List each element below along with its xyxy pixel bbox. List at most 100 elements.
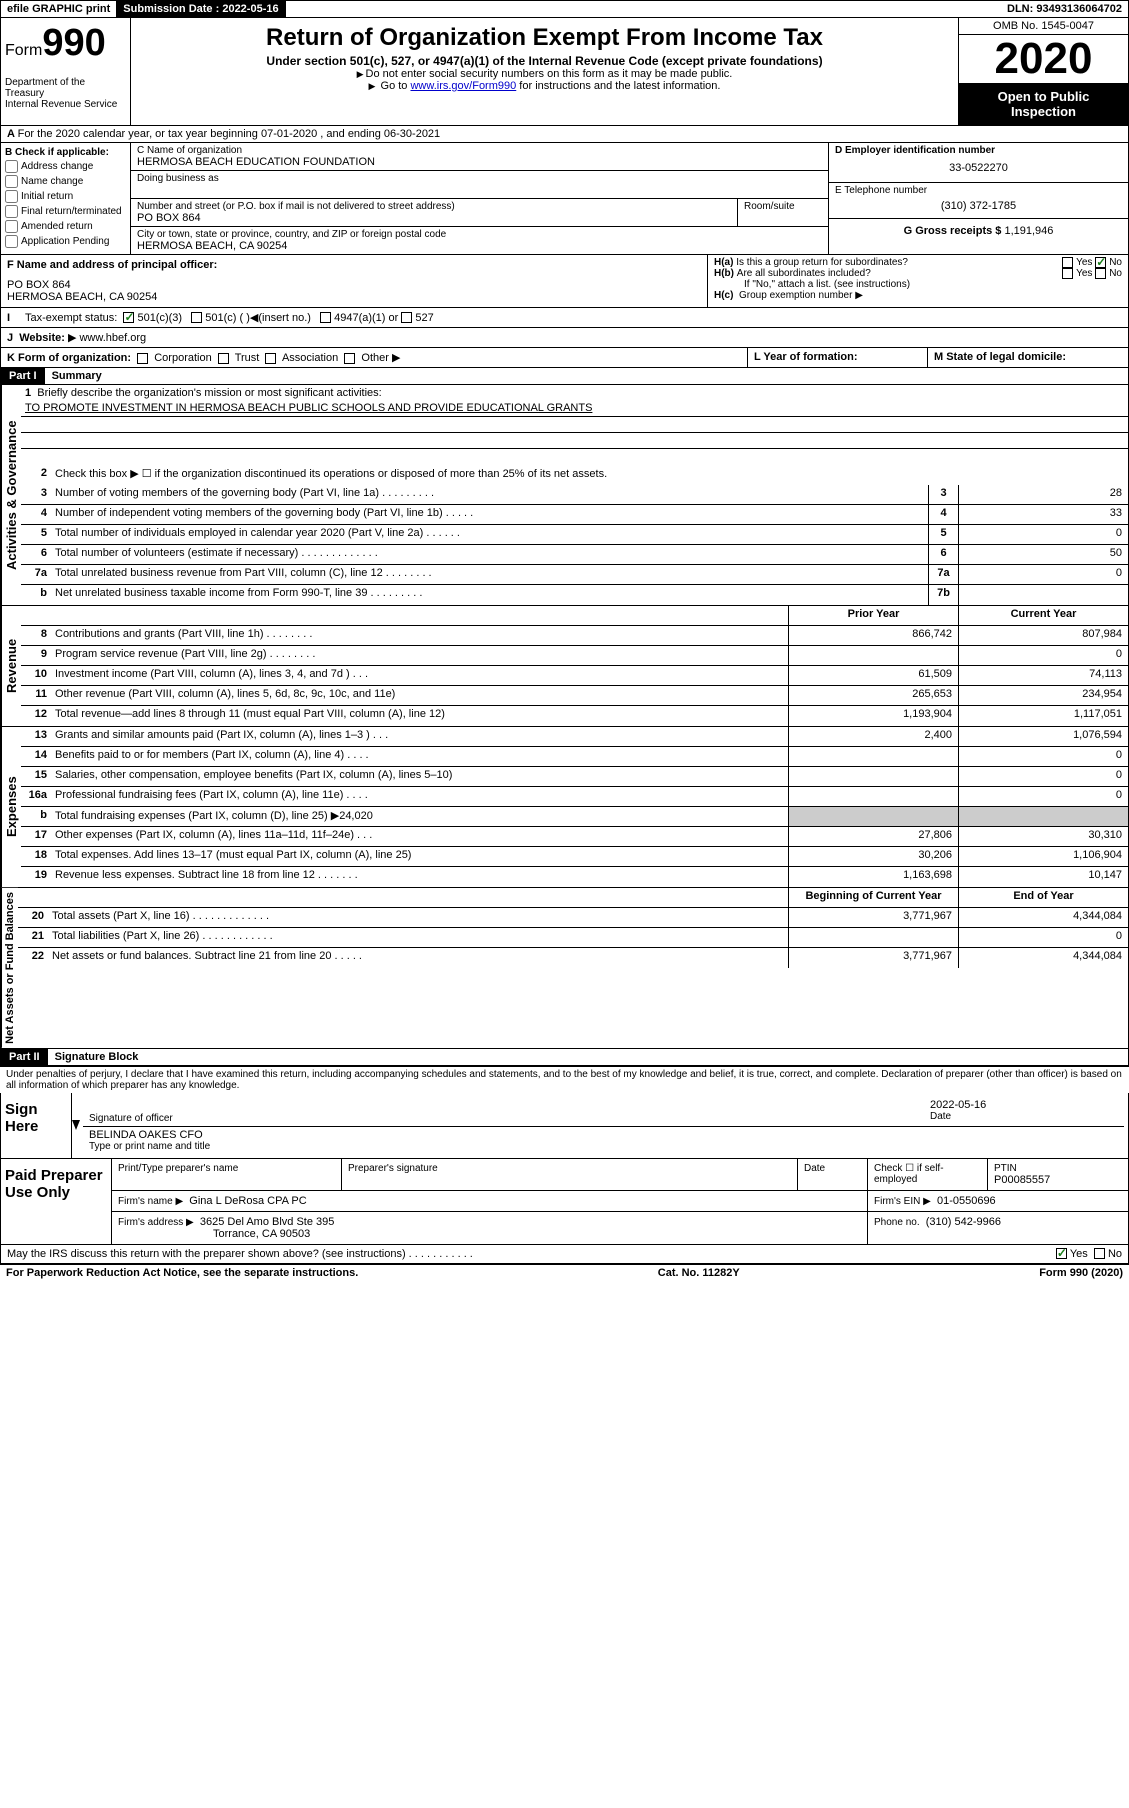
box-c: C Name of organization HERMOSA BEACH EDU…: [131, 143, 828, 254]
box-b-title: B Check if applicable:: [5, 147, 126, 158]
footer-right: Form 990 (2020): [1039, 1267, 1123, 1279]
submission-block: Submission Date : 2022-05-16: [117, 1, 285, 17]
form-sub3: Go to www.irs.gov/Form990 for instructio…: [139, 80, 950, 92]
box-i: I Tax-exempt status: 501(c)(3) 501(c) ( …: [0, 308, 1129, 328]
line-20: 20Total assets (Part X, line 16) . . . .…: [18, 908, 1128, 928]
net-label: Net Assets or Fund Balances: [1, 888, 18, 1048]
501c3-checkbox[interactable]: [123, 312, 134, 323]
discuss-no-checkbox[interactable]: [1094, 1248, 1105, 1259]
box-b: B Check if applicable: Address change Na…: [1, 143, 131, 254]
org-name: HERMOSA BEACH EDUCATION FOUNDATION: [137, 156, 822, 168]
ha-no-checkbox[interactable]: [1095, 257, 1106, 268]
gov-line-6: 6Total number of volunteers (estimate if…: [21, 545, 1128, 565]
header-mid: Return of Organization Exempt From Incom…: [131, 18, 958, 125]
tax-year-line: A For the 2020 calendar year, or tax yea…: [0, 126, 1129, 143]
form-year: 2020: [959, 35, 1128, 83]
paid-preparer-section: Paid Preparer Use Only Print/Type prepar…: [0, 1159, 1129, 1245]
line-16a: 16aProfessional fundraising fees (Part I…: [21, 787, 1128, 807]
name-label: C Name of organization: [137, 145, 822, 156]
form-title: Return of Organization Exempt From Incom…: [139, 24, 950, 52]
firm-phone: (310) 542-9966: [926, 1216, 1001, 1228]
line-11: 11Other revenue (Part VIII, column (A), …: [21, 686, 1128, 706]
hb-no-checkbox[interactable]: [1095, 268, 1106, 279]
form-sub2: Do not enter social security numbers on …: [139, 68, 950, 80]
revenue-section: Revenue Prior Year Current Year 8Contrib…: [0, 606, 1129, 727]
opt-address-change[interactable]: Address change: [5, 160, 126, 173]
sign-section: Sign Here Signature of officer 2022-05-1…: [0, 1093, 1129, 1159]
net-assets-section: Net Assets or Fund Balances Beginning of…: [0, 888, 1129, 1049]
line-8: 8Contributions and grants (Part VIII, li…: [21, 626, 1128, 646]
gov-label: Activities & Governance: [1, 385, 21, 605]
info-grid: B Check if applicable: Address change Na…: [0, 143, 1129, 255]
gov-line-4: 4Number of independent voting members of…: [21, 505, 1128, 525]
klm-row: K Form of organization: Corporation Trus…: [0, 348, 1129, 368]
line-9: 9Program service revenue (Part VIII, lin…: [21, 646, 1128, 666]
opt-amended-return[interactable]: Amended return: [5, 220, 126, 233]
sign-here-label: Sign Here: [1, 1093, 71, 1158]
part1-header: Part I Summary: [0, 368, 1129, 385]
4947-checkbox[interactable]: [320, 312, 331, 323]
f-line2: HERMOSA BEACH, CA 90254: [7, 291, 701, 303]
line-17: 17Other expenses (Part IX, column (A), l…: [21, 827, 1128, 847]
addr-label: Number and street (or P.O. box if mail i…: [137, 201, 731, 212]
opt-name-change[interactable]: Name change: [5, 175, 126, 188]
line-b: bTotal fundraising expenses (Part IX, co…: [21, 807, 1128, 827]
ha-yes-checkbox[interactable]: [1062, 257, 1073, 268]
line-12: 12Total revenue—add lines 8 through 11 (…: [21, 706, 1128, 726]
opt-initial-return[interactable]: Initial return: [5, 190, 126, 203]
form-id: Form990: [5, 22, 126, 65]
firm-addr1: 3625 Del Amo Blvd Ste 395: [200, 1216, 335, 1228]
line-22: 22Net assets or fund balances. Subtract …: [18, 948, 1128, 968]
ein-label: D Employer identification number: [835, 145, 1122, 156]
gov-line-2: 2Check this box ▶ ☐ if the organization …: [21, 465, 1128, 485]
f-line1: PO BOX 864: [7, 279, 701, 291]
box-j: J Website: ▶ www.hbef.org: [0, 328, 1129, 348]
right-boxes: D Employer identification number 33-0522…: [828, 143, 1128, 254]
firm-ein: 01-0550696: [937, 1195, 996, 1207]
omb-number: OMB No. 1545-0047: [959, 18, 1128, 35]
efile-label[interactable]: efile GRAPHIC print: [1, 1, 117, 17]
opt-application-pending[interactable]: Application Pending: [5, 235, 126, 248]
gross-label: G Gross receipts $: [904, 225, 1002, 237]
website-value: www.hbef.org: [79, 332, 146, 344]
box-h: H(a) Is this a group return for subordin…: [708, 255, 1128, 307]
line-21: 21Total liabilities (Part X, line 26) . …: [18, 928, 1128, 948]
ein-value: 33-0522270: [835, 156, 1122, 180]
gov-line-7a: 7aTotal unrelated business revenue from …: [21, 565, 1128, 585]
form-header: Form990 Department of the Treasury Inter…: [0, 18, 1129, 126]
city-label: City or town, state or province, country…: [137, 229, 822, 240]
box-f: F Name and address of principal officer:…: [1, 255, 708, 307]
penalties-text: Under penalties of perjury, I declare th…: [0, 1066, 1129, 1093]
gov-line-3: 3Number of voting members of the governi…: [21, 485, 1128, 505]
rev-label: Revenue: [1, 606, 21, 726]
firm-addr2: Torrance, CA 90503: [213, 1228, 310, 1240]
irs-label: Internal Revenue Service: [5, 99, 126, 110]
submission-label: Submission Date :: [123, 3, 219, 15]
line-15: 15Salaries, other compensation, employee…: [21, 767, 1128, 787]
irs-link[interactable]: www.irs.gov/Form990: [410, 80, 516, 92]
inspection-label: Open to Public Inspection: [959, 83, 1128, 125]
dln-block: DLN: 93493136064702: [1001, 1, 1128, 17]
officer-name: BELINDA OAKES CFO: [89, 1129, 210, 1141]
governance-section: Activities & Governance 1 Briefly descri…: [0, 385, 1129, 606]
part2-header: Part II Signature Block: [0, 1049, 1129, 1066]
exp-label: Expenses: [1, 727, 21, 887]
firm-name: Gina L DeRosa CPA PC: [189, 1195, 306, 1207]
line-10: 10Investment income (Part VIII, column (…: [21, 666, 1128, 686]
ptin-value: P00085557: [994, 1174, 1122, 1186]
form-sub1: Under section 501(c), 527, or 4947(a)(1)…: [139, 54, 950, 68]
opt-final-return[interactable]: Final return/terminated: [5, 205, 126, 218]
dept-label: Department of the Treasury: [5, 77, 126, 99]
header-left: Form990 Department of the Treasury Inter…: [1, 18, 131, 125]
f-label: F Name and address of principal officer:: [7, 259, 701, 271]
paid-label: Paid Preparer Use Only: [1, 1159, 111, 1244]
527-checkbox[interactable]: [401, 312, 412, 323]
room-label: Room/suite: [744, 201, 822, 212]
discuss-yes-checkbox[interactable]: [1056, 1248, 1067, 1259]
hb-yes-checkbox[interactable]: [1062, 268, 1073, 279]
gross-value: 1,191,946: [1004, 225, 1053, 237]
501c-checkbox[interactable]: [191, 312, 202, 323]
gov-line-b: bNet unrelated business taxable income f…: [21, 585, 1128, 605]
discuss-row: May the IRS discuss this return with the…: [0, 1245, 1129, 1264]
line-14: 14Benefits paid to or for members (Part …: [21, 747, 1128, 767]
